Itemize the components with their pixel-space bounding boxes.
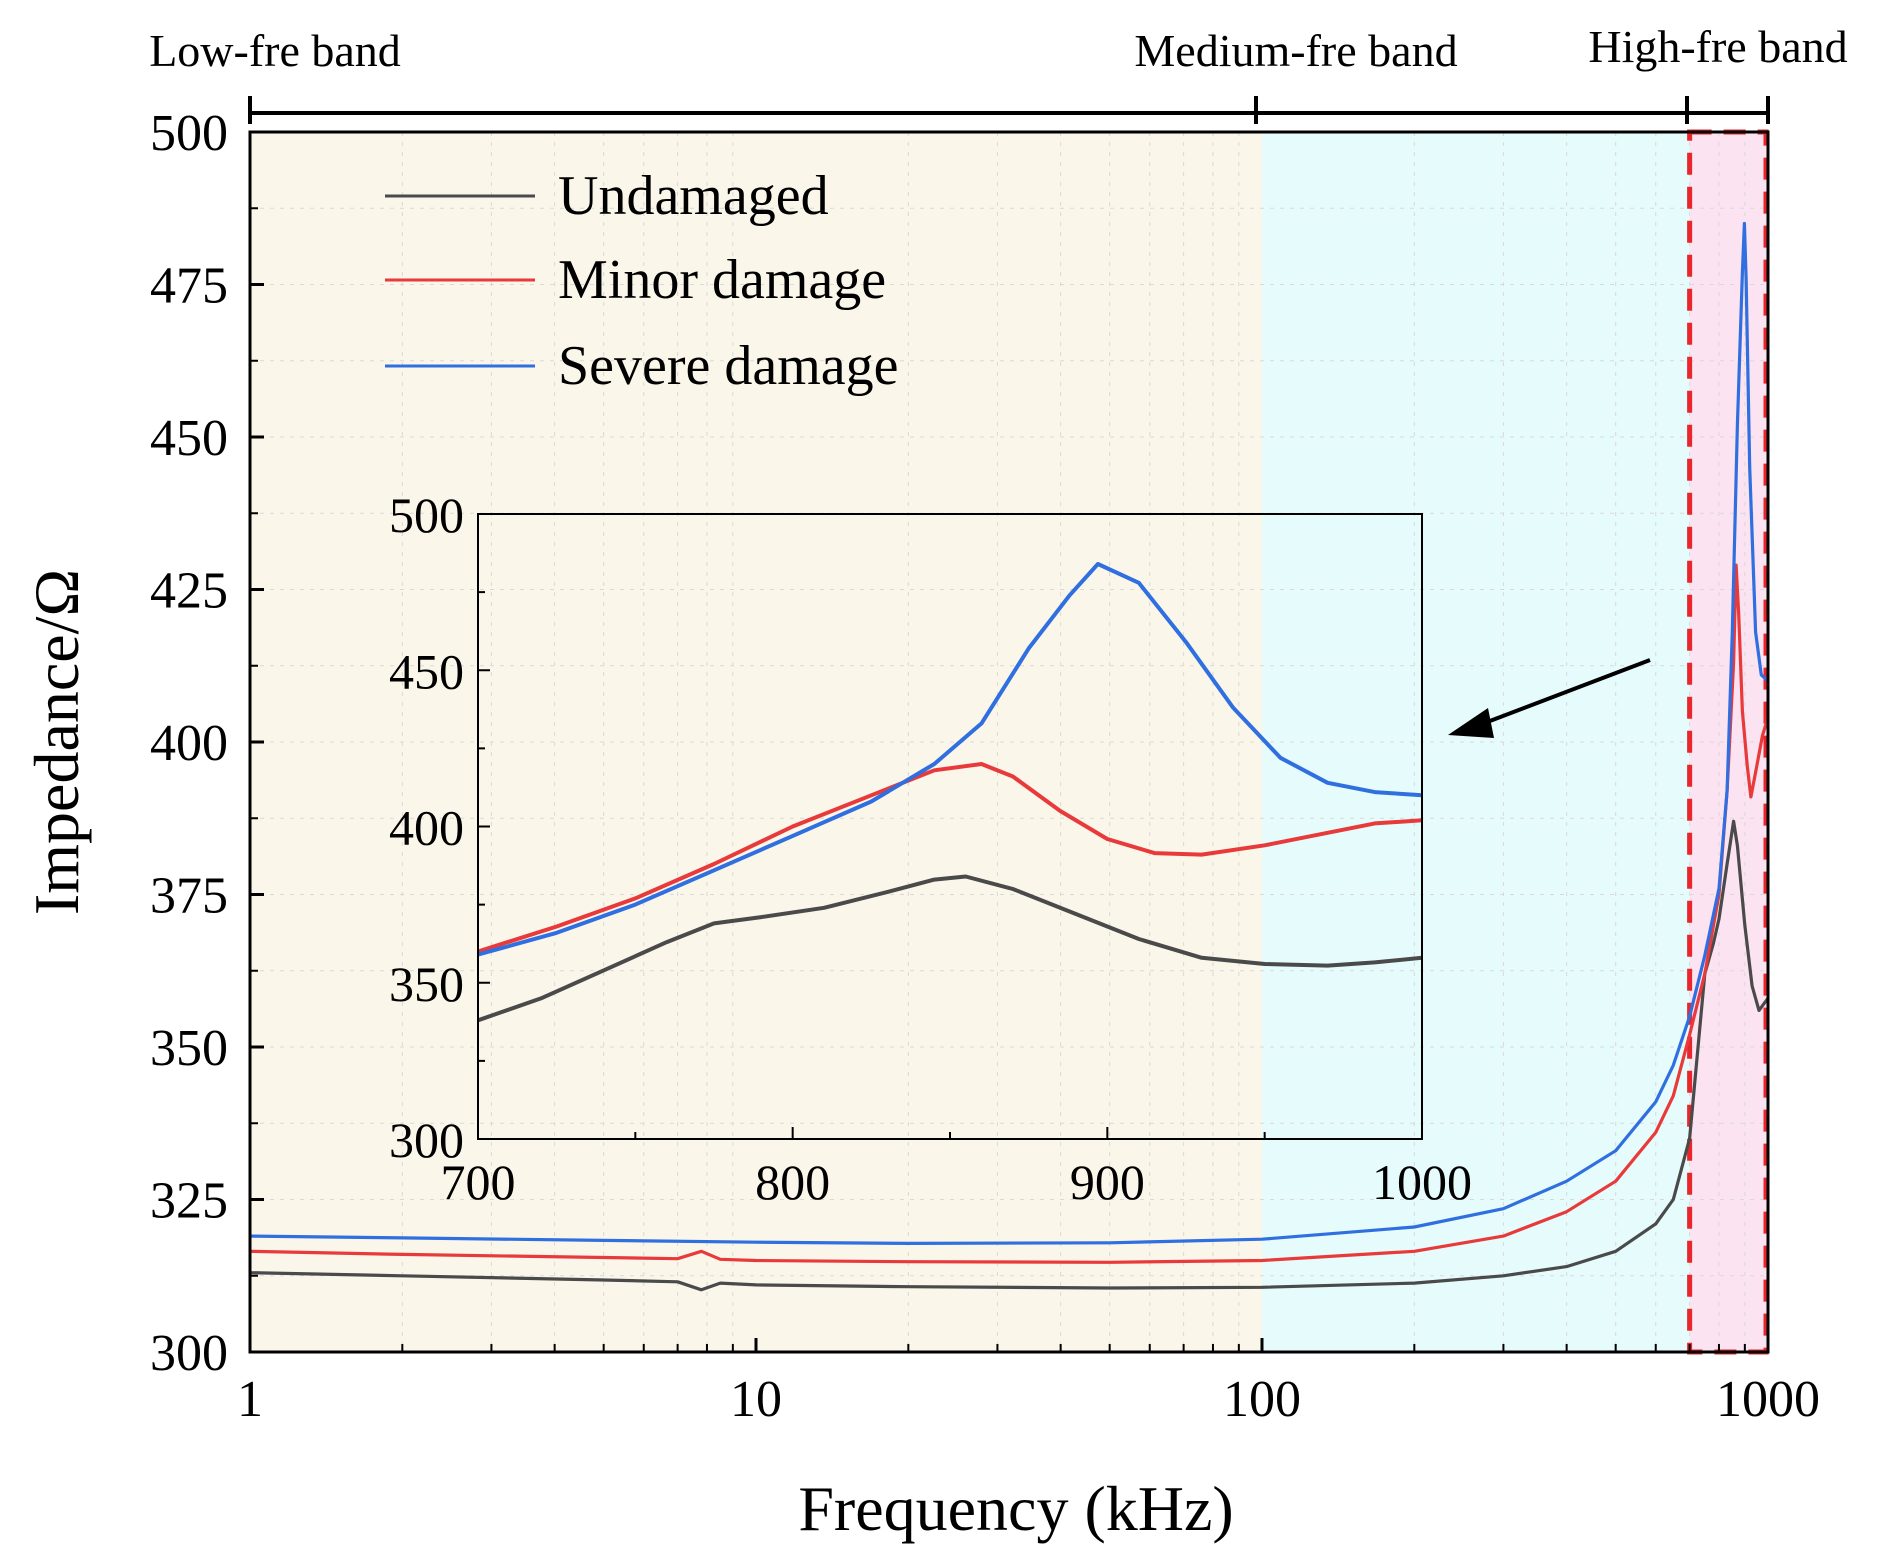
- inset-y-tick-label: 450: [389, 643, 464, 699]
- y-tick-label: 425: [150, 563, 228, 620]
- y-tick-label: 375: [150, 868, 228, 925]
- y-tick-label: 350: [150, 1020, 228, 1077]
- y-tick-label: 325: [150, 1173, 228, 1230]
- x-axis-label: Frequency (kHz): [798, 1473, 1233, 1544]
- inset-series-1: [477, 762, 1423, 954]
- y-tick-label: 400: [150, 715, 228, 772]
- pointer-arrow-line: [1481, 658, 1651, 726]
- band-label-high: High-fre band: [1588, 21, 1847, 72]
- legend-label-severe: Severe damage: [558, 335, 898, 397]
- inset-x-tick-label: 700: [441, 1154, 516, 1210]
- inset-y-axis-ticks: 300 350 400 450 500: [389, 487, 490, 1168]
- y-tick-label: 500: [150, 105, 228, 162]
- band-label-low: Low-fre band: [149, 25, 401, 76]
- x-tick-label: 10: [730, 1371, 782, 1428]
- inset-series-2: [477, 562, 1423, 957]
- legend: Undamaged Minor damage Severe damage: [385, 165, 898, 397]
- inset-x-tick-label: 900: [1070, 1154, 1145, 1210]
- y-tick-label: 300: [150, 1325, 228, 1382]
- main-series-lines: [249, 221, 1770, 1292]
- y-tick-label: 475: [150, 258, 228, 315]
- inset-x-tick-label: 800: [755, 1154, 830, 1210]
- inset-x-axis-ticks: 700 800 900 1000: [441, 1127, 1472, 1210]
- x-tick-label: 1: [237, 1371, 263, 1428]
- main-y-axis-ticks: 300 325 350 375 400 425 450 475 500: [150, 105, 264, 1382]
- inset-series-lines: [477, 514, 1423, 1139]
- x-tick-label: 100: [1223, 1371, 1301, 1428]
- pointer-arrow-head: [1448, 708, 1494, 738]
- inset-x-tick-label: 1000: [1372, 1154, 1472, 1210]
- x-tick-label: 1000: [1716, 1371, 1820, 1428]
- y-axis-label: Impedance/Ω: [21, 569, 92, 915]
- band-label-medium: Medium-fre band: [1134, 25, 1457, 76]
- inset-y-tick-label: 500: [389, 487, 464, 543]
- inset-y-tick-label: 300: [389, 1112, 464, 1168]
- inset-y-tick-label: 350: [389, 956, 464, 1012]
- legend-label-minor: Minor damage: [558, 249, 886, 311]
- inset-zoom-chart: 300 350 400 450 500 700 800 900 1000: [389, 487, 1472, 1210]
- inset-plot-area: [478, 514, 1422, 1139]
- y-tick-label: 450: [150, 410, 228, 467]
- main-gridlines: [250, 132, 1768, 1352]
- inset-y-tick-label: 400: [389, 800, 464, 856]
- main-x-axis-ticks: 1 10 100 1000: [237, 1338, 1820, 1428]
- band-bar: Low-fre band Medium-fre band High-fre ba…: [149, 21, 1848, 124]
- inset-series-0: [477, 874, 1423, 1023]
- main-series-2: [249, 221, 1770, 1245]
- main-series-0: [249, 819, 1770, 1292]
- legend-label-undamaged: Undamaged: [558, 165, 829, 227]
- main-series-1: [249, 563, 1770, 1264]
